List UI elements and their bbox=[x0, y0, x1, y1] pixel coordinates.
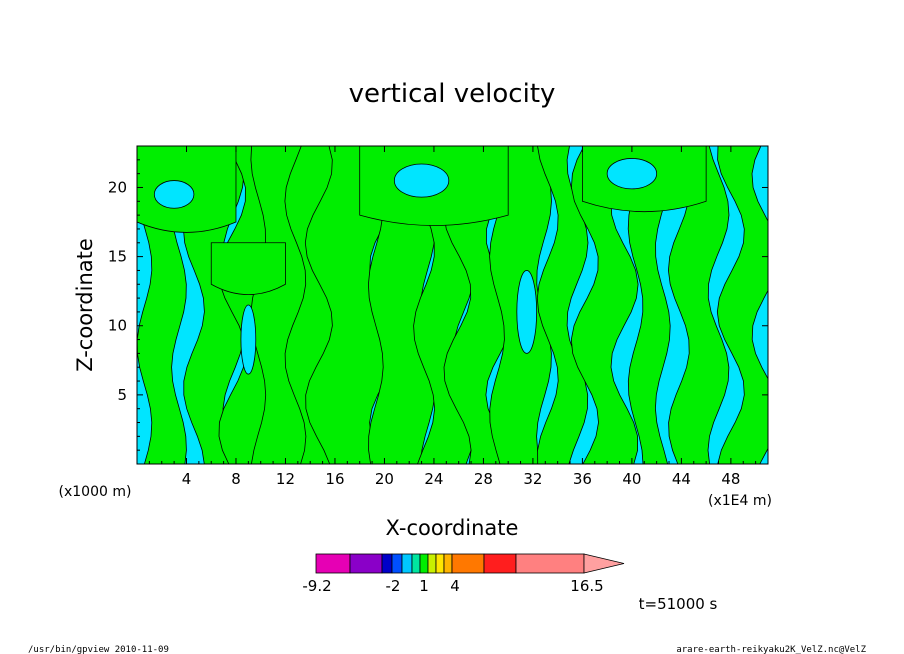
positive-plume bbox=[667, 146, 730, 464]
x-tick-label: 24 bbox=[424, 470, 443, 488]
x-tick-label: 4 bbox=[182, 470, 192, 488]
x-tick-label: 8 bbox=[231, 470, 241, 488]
x-range-note: (x1E4 m) bbox=[708, 493, 772, 509]
colorbar-label: 16.5 bbox=[570, 577, 603, 595]
positive-plume bbox=[443, 146, 514, 464]
colorbar-segment bbox=[349, 553, 383, 574]
negative-pocket bbox=[393, 163, 450, 198]
colorbar-segment bbox=[483, 553, 517, 574]
colorbar-label: -9.2 bbox=[302, 577, 331, 595]
y-axis-label: Z-coordinate bbox=[73, 238, 97, 372]
x-unit-label: (x1000 m) bbox=[59, 484, 132, 500]
x-axis: 4 8 12 16 20 24 28 32 36 40 44 48 bbox=[148, 146, 757, 488]
x-tick-label: 32 bbox=[523, 470, 542, 488]
footer-left: /usr/bin/gpview 2010-11-09 bbox=[28, 645, 169, 654]
negative-pocket bbox=[606, 158, 658, 190]
colorbar-segment bbox=[419, 553, 429, 574]
x-tick-label: 40 bbox=[622, 470, 641, 488]
positive-plume bbox=[570, 146, 639, 464]
colorbar-segment bbox=[451, 553, 485, 574]
colorbar-label: 1 bbox=[419, 577, 429, 595]
time-label: t=51000 s bbox=[639, 595, 718, 613]
x-tick-label: 12 bbox=[276, 470, 295, 488]
colorbar bbox=[315, 553, 625, 574]
negative-pocket bbox=[516, 270, 538, 354]
colorbar-segment bbox=[411, 553, 421, 574]
colorbar-segment bbox=[315, 553, 351, 574]
plot-area bbox=[136, 145, 769, 465]
x-tick-label: 36 bbox=[573, 470, 592, 488]
x-tick-label: 28 bbox=[474, 470, 493, 488]
colorbar-segment bbox=[401, 553, 413, 574]
colorbar-label: -2 bbox=[386, 577, 401, 595]
y-tick-label: 10 bbox=[108, 317, 127, 335]
y-axis: 5 10 15 20 bbox=[108, 159, 768, 451]
y-tick-label: 5 bbox=[117, 386, 127, 404]
colorbar-arrow bbox=[583, 553, 625, 574]
chart-title: vertical velocity bbox=[349, 79, 556, 109]
positive-plume bbox=[716, 146, 768, 464]
negative-pocket bbox=[153, 180, 195, 209]
colorbar-labels: -9.2 -2 1 4 16.5 bbox=[302, 577, 603, 595]
x-axis-label: X-coordinate bbox=[386, 516, 519, 540]
contour-fields bbox=[137, 146, 768, 464]
x-tick-label: 44 bbox=[672, 470, 691, 488]
colorbar-segment bbox=[515, 553, 585, 574]
footer-right: arare-earth-reikyaku2K_VelZ.nc@VelZ bbox=[676, 645, 866, 654]
colorbar-segment bbox=[381, 553, 393, 574]
y-tick-label: 15 bbox=[108, 248, 127, 266]
x-tick-label: 20 bbox=[375, 470, 394, 488]
negative-pocket bbox=[240, 304, 257, 375]
colorbar-segment bbox=[427, 553, 437, 574]
colorbar-label: 4 bbox=[450, 577, 460, 595]
colorbar-segment bbox=[443, 553, 453, 574]
plot-frame bbox=[136, 145, 769, 465]
positive-plume bbox=[627, 146, 671, 464]
colorbar-segment bbox=[391, 553, 403, 574]
y-tick-label: 20 bbox=[108, 178, 127, 196]
x-tick-label: 16 bbox=[325, 470, 344, 488]
positive-patch bbox=[210, 242, 286, 296]
colorbar-segment bbox=[435, 553, 445, 574]
x-tick-label: 48 bbox=[721, 470, 740, 488]
